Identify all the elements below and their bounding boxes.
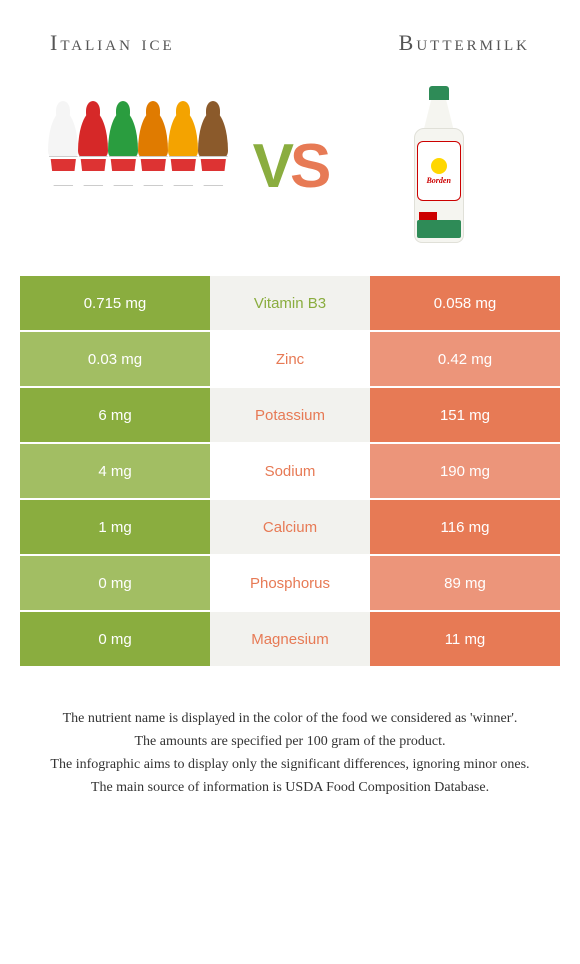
nutrient-table: 0.715 mgVitamin B30.058 mg0.03 mgZinc0.4… [20,276,560,666]
sun-icon [431,158,447,174]
ice-swirl [108,111,138,161]
right-value: 0.058 mg [370,276,560,330]
images-row: VS Borden [0,76,580,276]
left-value: 0.715 mg [20,276,210,330]
buttermilk-bottle: Borden [409,86,469,246]
left-value: 0 mg [20,612,210,666]
left-value: 4 mg [20,444,210,498]
nutrient-name: Sodium [210,444,370,498]
italian-ice-cones [51,111,231,221]
vs-v-letter: V [253,132,290,201]
ice-swirl [138,111,168,161]
ice-swirl [48,111,78,161]
table-row: 0.715 mgVitamin B30.058 mg [20,276,560,330]
ice-cup-label [169,159,197,171]
left-value: 6 mg [20,388,210,442]
right-title: Buttermilk [399,30,530,56]
footer-line-1: The nutrient name is displayed in the co… [20,708,560,729]
ice-cup-label [109,159,137,171]
left-title: Italian ice [50,30,175,56]
footer-line-2: The amounts are specified per 100 gram o… [20,731,560,752]
bottle-green-band [417,220,461,238]
right-value: 116 mg [370,500,560,554]
table-row: 0.03 mgZinc0.42 mg [20,332,560,386]
nutrient-name: Magnesium [210,612,370,666]
table-row: 6 mgPotassium151 mg [20,388,560,442]
bottle-neck [424,100,454,130]
right-value: 190 mg [370,444,560,498]
vs-s-letter: S [290,132,327,201]
left-value: 1 mg [20,500,210,554]
ice-cup-label [79,159,107,171]
left-product-image [40,111,243,221]
ice-cone [195,111,231,221]
left-value: 0 mg [20,556,210,610]
footer-line-4: The main source of information is USDA F… [20,777,560,798]
right-value: 11 mg [370,612,560,666]
table-row: 1 mgCalcium116 mg [20,500,560,554]
nutrient-name: Phosphorus [210,556,370,610]
left-value: 0.03 mg [20,332,210,386]
right-value: 151 mg [370,388,560,442]
bottle-brand: Borden [426,176,450,185]
bottle-cap [429,86,449,100]
nutrient-name: Potassium [210,388,370,442]
right-value: 89 mg [370,556,560,610]
ice-swirl [168,111,198,161]
ice-cup-label [139,159,167,171]
nutrient-name: Zinc [210,332,370,386]
ice-swirl [78,111,108,161]
nutrient-name: Calcium [210,500,370,554]
footer-line-3: The infographic aims to display only the… [20,754,560,775]
footer-notes: The nutrient name is displayed in the co… [0,668,580,820]
ice-cup-label [49,159,77,171]
bottle-red-tag [419,212,437,220]
bottle-label: Borden [417,141,461,201]
vs-badge: VS [253,131,328,202]
header: Italian ice Buttermilk [0,0,580,76]
infographic-container: Italian ice Buttermilk VS Borden 0.715 m… [0,0,580,820]
ice-swirl [198,111,228,161]
table-row: 0 mgMagnesium11 mg [20,612,560,666]
right-product-image: Borden [337,86,540,246]
table-row: 0 mgPhosphorus89 mg [20,556,560,610]
right-value: 0.42 mg [370,332,560,386]
nutrient-name: Vitamin B3 [210,276,370,330]
ice-cup-label [199,159,227,171]
table-row: 4 mgSodium190 mg [20,444,560,498]
